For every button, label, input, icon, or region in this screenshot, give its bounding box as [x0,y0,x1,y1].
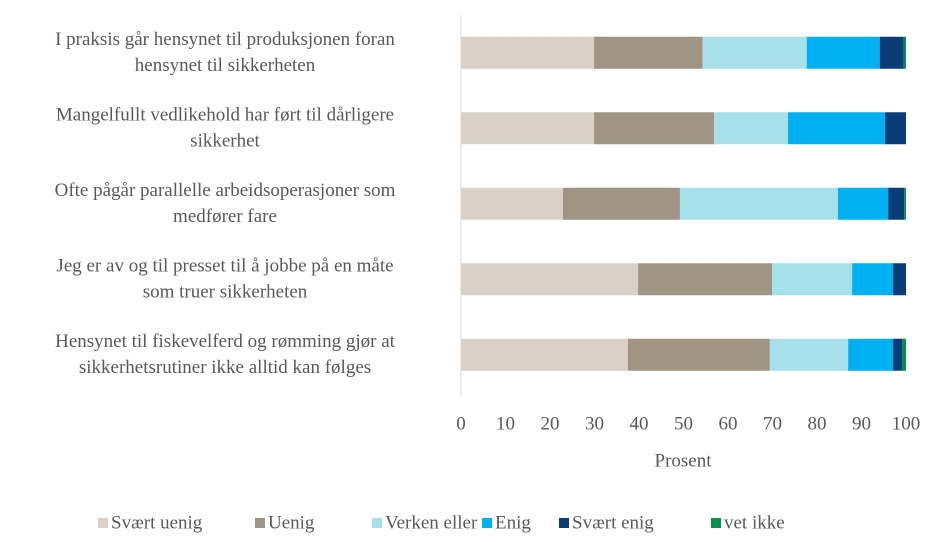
legend-swatch [98,518,108,528]
bar-segment [772,263,853,296]
legend-swatch [559,518,569,528]
bar-segment [769,338,849,371]
legend-label: Verken eller [385,512,478,533]
bar-segment [893,263,906,296]
legend-label: vet ikke [724,512,785,533]
category-label: som truer sikkerheten [143,282,308,303]
bar-segment [888,187,905,220]
category-label: Mangelfullt vedlikehold har ført til dår… [56,105,394,126]
bar-segment [702,36,807,69]
category-label: sikkerhetsrutiner ikke alltid kan følges [79,357,371,378]
x-tick-label: 60 [719,413,738,434]
bar-segment [461,338,628,371]
bar-segment [679,187,838,220]
x-tick-label: 80 [808,413,827,434]
category-label: Ofte pågår parallelle arbeidsoperasjoner… [55,180,396,201]
bar-segment [627,338,770,371]
bar-segment [901,338,906,371]
x-tick-label: 30 [585,413,604,434]
category-label: I praksis går hensynet til produksjonen … [55,29,395,50]
x-tick-label: 40 [630,413,649,434]
bar-segment [461,187,563,220]
category-label: Hensynet til fiskevelferd og rømming gjø… [55,331,396,352]
bar-segment [806,36,880,69]
bar-segment [879,36,904,69]
legend-label: Svært enig [572,512,654,533]
legend-label: Enig [495,512,531,533]
bar-segment [904,187,906,220]
bar-segment [594,112,715,145]
bar-segment [837,187,889,220]
bar-segment [638,263,773,296]
x-tick-label: 90 [852,413,871,434]
x-tick-label: 70 [763,413,782,434]
bar-segment [788,112,886,145]
category-label: hensynet til sikkerheten [135,55,316,76]
bar-segment [562,187,680,220]
bar-segment [461,112,595,145]
x-tick-label: 50 [674,413,693,434]
category-label: sikkerhet [190,131,260,152]
bar-segment [461,263,639,296]
bar-segment [461,36,595,69]
legend-swatch [482,518,492,528]
bar-segment [885,112,906,145]
legend-label: Svært uenig [111,512,203,533]
x-tick-label: 10 [496,413,515,434]
legend-swatch [372,518,382,528]
legend-swatch [255,518,265,528]
x-axis-label: Prosent [655,450,713,471]
x-tick-label: 0 [456,413,466,434]
bar-segment [852,263,894,296]
bar-segment [714,112,789,145]
legend-label: Uenig [268,512,315,533]
x-tick-label: 100 [892,413,921,434]
x-tick-label: 20 [541,413,560,434]
bar-segment [893,338,902,371]
bar-segment [903,36,906,69]
category-label: Jeg er av og til presset til å jobbe på … [56,256,393,277]
legend-swatch [711,518,721,528]
bar-segment [848,338,894,371]
bar-segment [594,36,703,69]
category-label: medfører fare [173,206,277,227]
